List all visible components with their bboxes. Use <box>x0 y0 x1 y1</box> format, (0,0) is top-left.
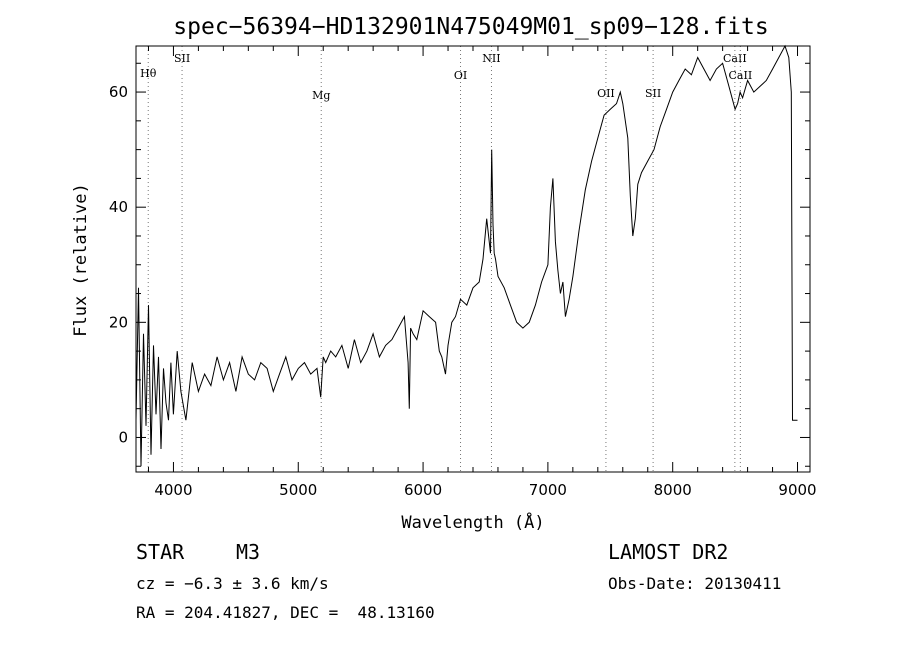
y-tick-label: 60 <box>109 83 128 101</box>
spectral-line-label: SII <box>645 87 661 100</box>
redshift-velocity: cz = −6.3 ± 3.6 km/s <box>136 574 329 593</box>
y-tick-label: 40 <box>109 198 128 216</box>
spectral-line-label: NII <box>482 52 500 65</box>
x-tick-label: 4000 <box>154 481 192 499</box>
observation-date: Obs-Date: 20130411 <box>608 574 782 593</box>
axis-tick-labels: 4000 5000 6000 7000 8000 9000 0 20 40 60 <box>109 83 817 499</box>
spectral-line-label: OII <box>597 87 615 100</box>
spectral-line-label: Hθ <box>140 67 157 80</box>
x-tick-label: 5000 <box>279 481 317 499</box>
x-tick-label: 9000 <box>778 481 816 499</box>
y-axis-label: Flux (relative) <box>71 183 91 337</box>
chart-title: spec−56394−HD132901N475049M01_sp09−128.f… <box>173 14 768 40</box>
spectral-line-label: SII <box>174 52 190 65</box>
spectral-line-label: CaII <box>723 52 747 65</box>
sky-coordinates: RA = 204.41827, DEC = 48.13160 <box>136 603 435 622</box>
x-tick-label: 8000 <box>654 481 692 499</box>
survey-name: LAMOST DR2 <box>608 540 729 564</box>
spectrum-line <box>135 44 798 467</box>
y-tick-label: 0 <box>118 428 128 446</box>
spectral-line-label: Mg <box>312 89 330 102</box>
object-type: STAR <box>136 540 185 564</box>
x-axis-label: Wavelength (Å) <box>401 511 544 533</box>
axis-ticks <box>136 46 810 472</box>
spectral-line-label: CaII <box>729 69 753 82</box>
spectrum-series <box>135 44 798 467</box>
spectral-line-label: OI <box>454 69 467 82</box>
spectral-line-markers: Hθ SII Mg OI NII OII SII CaII CaII <box>140 46 752 472</box>
x-tick-label: 6000 <box>404 481 442 499</box>
y-tick-label: 20 <box>109 313 128 331</box>
x-tick-label: 7000 <box>529 481 567 499</box>
object-subclass: M3 <box>236 540 261 564</box>
plot-frame <box>135 45 811 473</box>
